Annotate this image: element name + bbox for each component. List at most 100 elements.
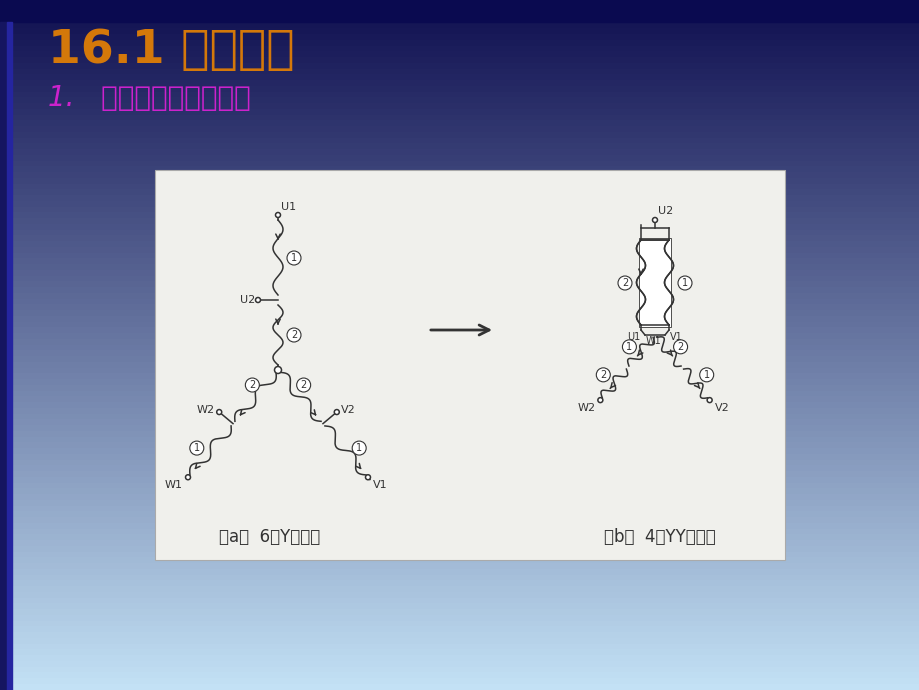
Circle shape [189,441,204,455]
Bar [0,523,919,529]
Bar [0,569,919,575]
Bar [0,396,919,402]
Text: V1: V1 [669,332,682,342]
Bar [0,373,919,380]
Circle shape [275,213,280,217]
Bar [0,264,919,270]
Text: 16.1 控制电路: 16.1 控制电路 [48,28,294,73]
Bar [0,184,919,190]
Text: 1: 1 [194,443,199,453]
Bar [0,206,919,213]
Bar [0,241,919,247]
Bar [0,109,919,115]
Bar [0,224,919,230]
Bar [0,661,919,667]
Bar [0,68,919,75]
Text: 1: 1 [290,253,297,263]
Circle shape [597,397,602,402]
Bar [0,448,919,454]
Circle shape [365,475,370,480]
Bar [0,460,919,466]
Bar [0,293,919,299]
Bar [0,540,919,546]
Bar [0,258,919,264]
Bar [0,644,919,650]
Bar [0,655,919,661]
Bar [0,97,919,104]
Bar [0,23,919,29]
Bar [0,551,919,558]
Bar [0,684,919,690]
Bar [0,51,919,57]
Circle shape [296,378,311,392]
Bar [0,420,919,426]
Text: V2: V2 [340,405,355,415]
Circle shape [334,410,339,415]
Bar [0,368,919,374]
Text: 2: 2 [290,330,297,340]
Bar [0,11,919,17]
Bar [0,517,919,523]
Bar [154,170,784,560]
Bar [0,351,919,357]
Bar [0,63,919,69]
Circle shape [186,475,190,480]
Bar [0,632,919,638]
Bar [0,316,919,322]
Text: 1: 1 [626,342,631,352]
Circle shape [699,368,713,382]
Circle shape [707,397,711,402]
Bar [0,126,919,132]
Bar [0,506,919,512]
Bar [0,609,919,615]
Bar [0,201,919,207]
Text: W1: W1 [645,336,661,346]
Circle shape [622,339,636,354]
Bar [0,413,919,420]
Bar [0,649,919,656]
Bar [0,563,919,569]
Bar [0,155,919,161]
Bar [0,34,919,40]
Bar [0,465,919,471]
Bar [0,230,919,236]
Bar [0,672,919,678]
Circle shape [673,339,686,354]
Bar [0,339,919,345]
Text: 2: 2 [301,380,306,390]
Bar [0,172,919,178]
Bar [0,678,919,684]
Text: 2: 2 [621,278,628,288]
Bar [0,92,919,98]
Bar [0,592,919,598]
Circle shape [274,366,281,373]
Bar [0,144,919,150]
Bar [0,437,919,443]
Bar [0,132,919,138]
Bar [0,362,919,368]
Text: 1: 1 [681,278,687,288]
Bar [0,356,919,362]
Bar [0,218,919,224]
Text: V1: V1 [372,480,387,491]
Bar [0,195,919,201]
Bar [0,391,919,397]
Text: U1: U1 [280,202,296,212]
Bar [0,275,919,282]
Text: 2: 2 [676,342,683,352]
Bar [0,471,919,477]
Bar [0,189,919,195]
Bar [0,86,919,92]
Bar [0,327,919,333]
Text: U2: U2 [240,295,255,305]
Bar [0,287,919,293]
Bar [0,17,919,23]
Bar [0,310,919,316]
Bar [0,40,919,46]
Bar [0,322,919,328]
Bar [0,166,919,172]
Bar [0,304,919,310]
Bar [0,282,919,288]
Bar [0,0,919,22]
Text: W1: W1 [165,480,183,491]
